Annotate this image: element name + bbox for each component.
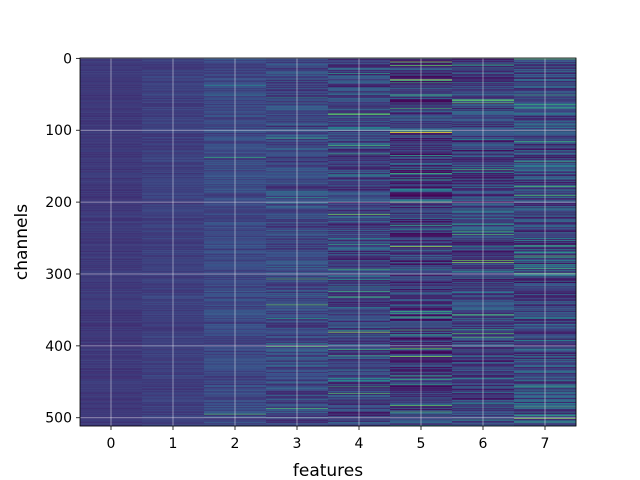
y-axis-ticks: 0 100 200 300 400 500 bbox=[45, 51, 80, 427]
y-tick-label: 200 bbox=[45, 195, 72, 211]
y-tick-label: 0 bbox=[63, 51, 72, 67]
plot-frame bbox=[79, 57, 577, 427]
x-tick-label: 6 bbox=[479, 436, 488, 452]
x-tick-label: 7 bbox=[541, 436, 550, 452]
x-axis-ticks: 0 1 2 3 4 5 6 7 bbox=[107, 426, 550, 452]
x-tick-label: 3 bbox=[293, 436, 302, 452]
y-tick-label: 100 bbox=[45, 123, 72, 139]
x-tick-label: 2 bbox=[231, 436, 240, 452]
y-tick-label: 400 bbox=[45, 339, 72, 355]
y-tick-label: 300 bbox=[45, 267, 72, 283]
heatmap-cells bbox=[80, 58, 577, 427]
y-axis-label: channels bbox=[12, 204, 32, 280]
y-tick-label: 500 bbox=[45, 411, 72, 427]
grid-lines bbox=[80, 57, 576, 426]
x-tick-label: 4 bbox=[355, 436, 364, 452]
x-tick-label: 5 bbox=[417, 436, 426, 452]
x-tick-label: 1 bbox=[169, 436, 178, 452]
x-axis-label: features bbox=[293, 461, 363, 480]
x-tick-label: 0 bbox=[107, 436, 116, 452]
